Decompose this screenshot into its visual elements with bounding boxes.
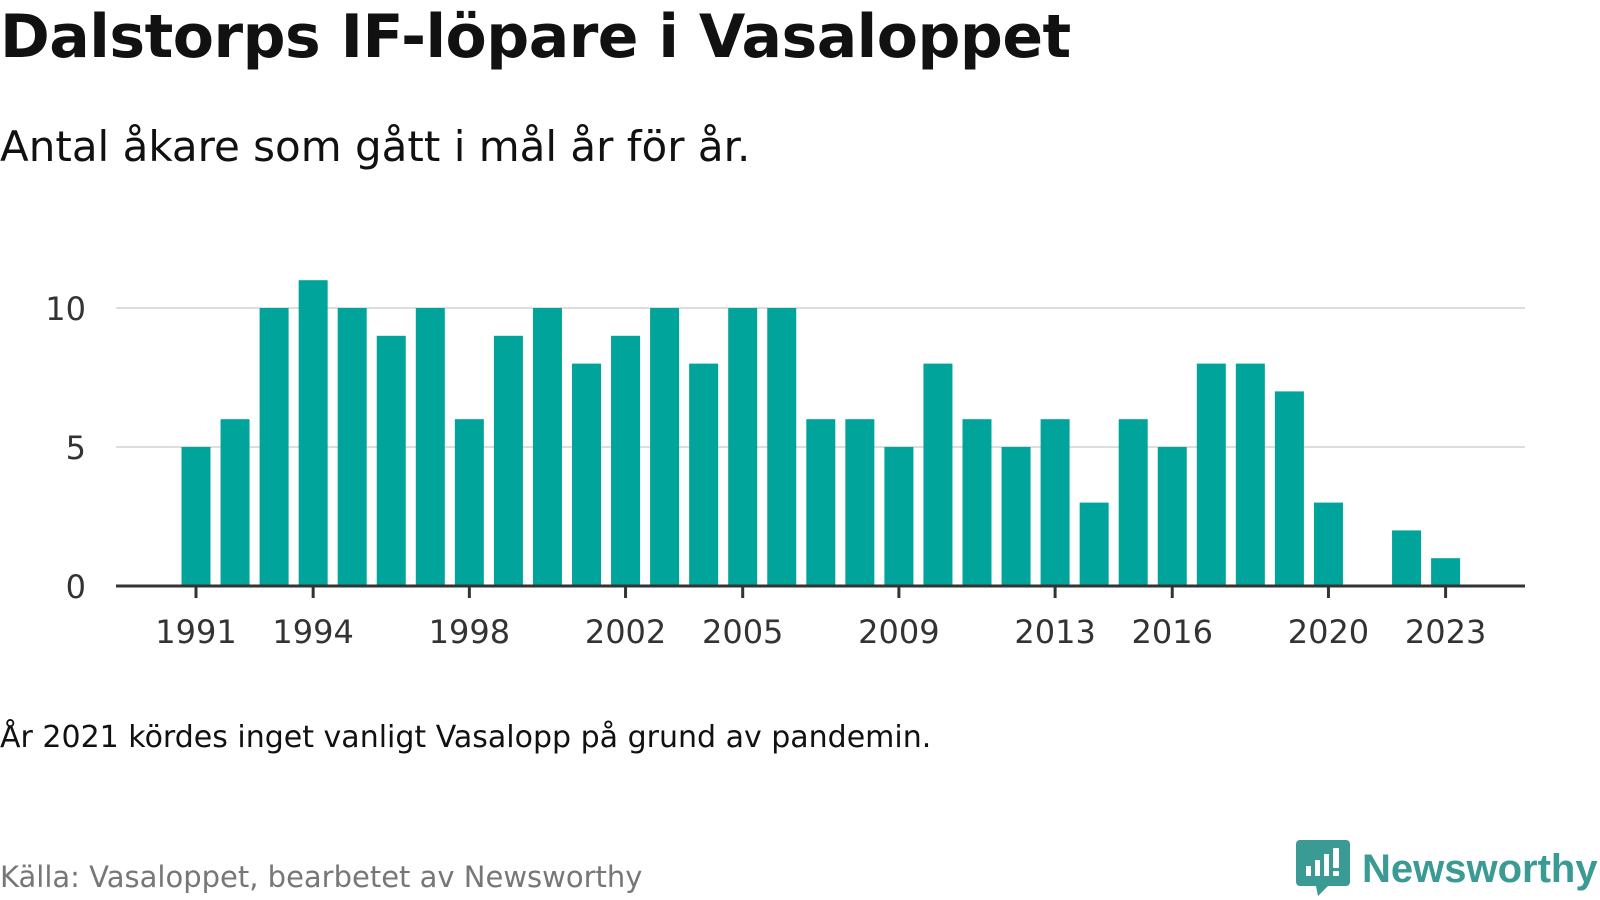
bar-2019 [1274,391,1304,586]
x-tick-label: 1994 [272,613,353,651]
bar-2022 [1392,530,1422,586]
x-tick-label: 1998 [429,613,510,651]
newsworthy-logo-text: Newsworthy [1362,846,1598,891]
bar-2007 [806,419,836,586]
chart-title: Dalstorps IF-löpare i Vasaloppet [0,2,1071,72]
bar-2009 [884,447,914,586]
bar-1996 [376,335,406,586]
bar-2002 [611,335,641,586]
bar-2010 [923,363,953,586]
bar-2023 [1431,558,1461,586]
x-tick-label: 2009 [858,613,939,651]
bar-1998 [454,419,484,586]
x-tick-label: 1991 [155,613,236,651]
newsworthy-logo: Newsworthy [1294,838,1598,900]
x-tick-label: 2005 [702,613,783,651]
bar-1994 [298,280,328,586]
bar-1997 [415,308,445,586]
x-tick-label: 2023 [1405,613,1486,651]
bar-2014 [1079,502,1109,586]
chart-subtitle: Antal åkare som gått i mål år för år. [0,122,751,171]
footnote: År 2021 kördes inget vanligt Vasalopp på… [0,720,932,755]
bar-2003 [650,308,680,586]
x-tick-label: 2013 [1014,613,1095,651]
x-tick-label: 2016 [1132,613,1213,651]
bar-2015 [1118,419,1148,586]
bar-2004 [689,363,719,586]
bar-2020 [1313,502,1343,586]
bar-1999 [493,335,523,586]
bar-2016 [1157,447,1187,586]
bars [181,280,1461,586]
y-tick-label: 5 [66,429,86,467]
bar-1995 [337,308,367,586]
bar-2011 [962,419,992,586]
bar-2000 [532,308,562,586]
bar-2012 [1001,447,1031,586]
bar-1992 [220,419,250,586]
bar-2008 [845,419,875,586]
bar-chart: 0 5 10 1991 1994 1998 2002 2005 2009 2013 2016 2020… [45,280,1525,651]
axes: 0 5 10 1991 1994 1998 2002 2005 2009 2013 2016 2020… [45,290,1525,651]
bar-1991 [181,447,211,586]
source-credit: Källa: Vasaloppet, bearbetet av Newswort… [0,860,643,894]
bar-2013 [1040,419,1070,586]
x-tick-label: 2020 [1288,613,1369,651]
bar-2018 [1235,363,1265,586]
newsworthy-logo-icon [1296,840,1350,896]
bar-2001 [572,363,601,586]
bar-1993 [259,308,289,586]
y-tick-label: 0 [66,568,86,606]
x-tick-label: 2002 [585,613,666,651]
bar-2017 [1196,363,1226,586]
bar-2006 [767,308,797,586]
bar-2005 [728,308,758,586]
y-tick-label: 10 [45,290,86,328]
